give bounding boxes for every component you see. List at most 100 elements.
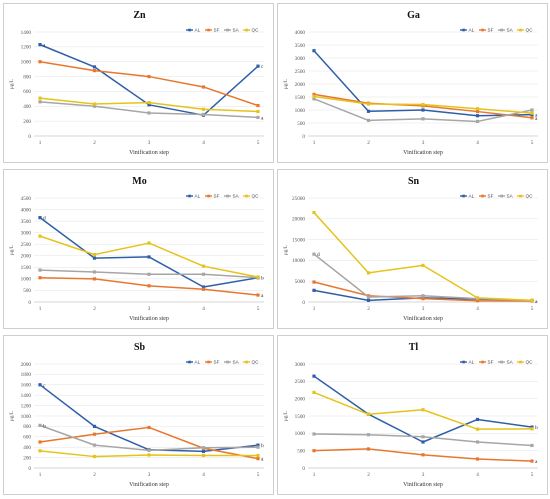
- data-point-sf: [421, 453, 425, 457]
- y-tick-label: 4000: [295, 30, 306, 36]
- y-tick-label: 1400: [21, 30, 32, 36]
- data-point-sf: [147, 425, 151, 430]
- data-point-qc: [256, 275, 260, 279]
- data-point-al: [312, 49, 316, 53]
- legend-label: SF: [214, 28, 220, 33]
- data-point-al: [92, 65, 97, 69]
- y-tick-label: 10000: [292, 258, 305, 264]
- y-axis-label: μg/L: [9, 79, 15, 89]
- data-point-al: [421, 108, 425, 112]
- legend-label: SA: [507, 360, 514, 365]
- data-point-qc: [421, 408, 425, 412]
- chart-title: Sn: [408, 176, 420, 187]
- y-tick-label: 5000: [295, 279, 306, 285]
- data-point-sf: [256, 103, 260, 108]
- x-tick-label: 2: [93, 306, 96, 312]
- data-point-sa: [366, 295, 371, 299]
- legend-label: SA: [233, 194, 240, 199]
- significance-letter: a: [261, 293, 264, 299]
- data-point-al: [366, 298, 371, 302]
- data-point-sa: [201, 112, 206, 117]
- data-point-qc: [147, 241, 151, 245]
- y-tick-label: 400: [23, 104, 31, 110]
- legend-marker-qc: [245, 360, 248, 364]
- data-point-sa: [256, 445, 260, 449]
- data-point-qc: [475, 296, 480, 300]
- significance-letter: a: [535, 459, 538, 465]
- x-tick-label: 4: [202, 140, 205, 146]
- data-point-al: [475, 114, 480, 118]
- data-point-sa: [201, 272, 206, 276]
- y-tick-label: 1200: [21, 45, 32, 51]
- data-point-sf: [312, 449, 316, 453]
- legend-marker-sa: [500, 28, 503, 32]
- data-point-qc: [530, 111, 534, 115]
- data-point-qc: [92, 454, 97, 459]
- x-tick-label: 3: [148, 306, 151, 312]
- x-tick-label: 1: [39, 306, 42, 312]
- y-tick-label: 0: [302, 466, 305, 472]
- legend-marker-al: [462, 360, 465, 364]
- y-axis-label: μg/L: [283, 79, 289, 89]
- data-point-qc: [256, 109, 260, 114]
- legend-label: SF: [488, 194, 494, 199]
- data-point-sa: [92, 270, 97, 274]
- legend-label: SF: [214, 360, 220, 365]
- y-tick-label: 1000: [21, 277, 32, 283]
- data-point-al: [38, 383, 42, 387]
- y-tick-label: 1800: [21, 372, 32, 378]
- data-point-al: [312, 288, 316, 292]
- data-point-al: [256, 64, 260, 68]
- x-tick-label: 1: [313, 140, 316, 146]
- data-point-sf: [92, 69, 97, 73]
- data-point-sf: [38, 276, 42, 280]
- x-tick-label: 5: [531, 306, 534, 312]
- data-point-al: [201, 449, 206, 453]
- series-line-qc: [313, 212, 533, 302]
- data-point-qc: [92, 253, 97, 257]
- significance-letter: a: [261, 115, 264, 121]
- x-tick-label: 2: [367, 306, 370, 312]
- legend-marker-sa: [226, 360, 229, 364]
- data-point-sa: [256, 115, 260, 120]
- legend-marker-sf: [207, 28, 210, 32]
- y-tick-label: 1000: [295, 108, 306, 114]
- data-point-qc: [312, 390, 316, 395]
- legend-label: QC: [252, 28, 260, 33]
- data-point-qc: [38, 449, 42, 453]
- data-point-sf: [201, 85, 206, 89]
- data-point-sa: [38, 100, 42, 104]
- data-point-qc: [530, 427, 534, 431]
- legend-label: QC: [526, 360, 534, 365]
- significance-letter: b: [261, 276, 264, 282]
- data-point-sf: [530, 459, 534, 463]
- legend-marker-sf: [481, 194, 484, 198]
- x-tick-label: 3: [422, 306, 425, 312]
- chart-svg: Mo AL SF SA QC 0 500 1000 1500 2000 2500 3000 3500 40…: [9, 176, 264, 322]
- y-tick-label: 600: [23, 435, 31, 441]
- data-point-sa: [421, 294, 425, 298]
- data-point-qc: [366, 412, 371, 416]
- data-point-al: [38, 216, 42, 220]
- data-point-qc: [475, 107, 480, 111]
- data-point-qc: [256, 453, 260, 458]
- data-point-sa: [421, 117, 425, 121]
- chart-svg: Tl AL SF SA QC 0 500 1000 1500 2000 2500 3000 1 2 3 4 5 V…: [283, 342, 538, 488]
- x-tick-label: 1: [39, 472, 42, 478]
- data-point-sf: [312, 280, 316, 284]
- significance-letter: a: [535, 299, 538, 305]
- significance-letter: a: [535, 116, 538, 122]
- significance-letter: c: [43, 383, 46, 389]
- legend-label: SF: [488, 28, 494, 33]
- data-point-qc: [475, 427, 480, 431]
- x-axis-label: Vinification step: [403, 481, 443, 488]
- x-tick-label: 4: [476, 472, 479, 478]
- legend-marker-qc: [519, 360, 522, 364]
- y-axis-label: μg/L: [9, 245, 15, 255]
- series-line-al: [39, 384, 259, 453]
- legend-marker-qc: [519, 194, 522, 198]
- legend-marker-sa: [226, 194, 229, 198]
- y-tick-label: 2000: [295, 82, 306, 88]
- data-point-sf: [92, 277, 97, 281]
- legend-label: AL: [469, 194, 475, 199]
